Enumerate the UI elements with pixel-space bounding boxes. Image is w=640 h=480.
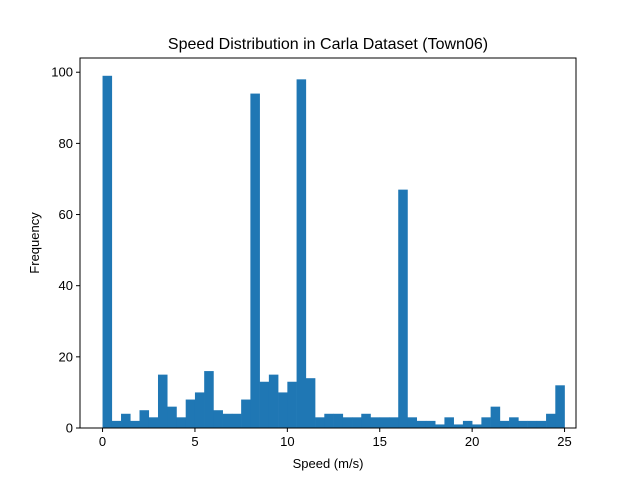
histogram-bar: [241, 399, 251, 428]
x-ticks-group: 0 5 10 15 20 25: [99, 428, 572, 449]
histogram-bar: [130, 420, 140, 428]
histogram-bar: [536, 420, 547, 428]
histogram-bar: [176, 417, 187, 428]
y-tick-label: 100: [51, 65, 73, 80]
histogram-bar: [509, 417, 519, 428]
x-tick-label: 20: [465, 434, 479, 449]
histogram-bar: [472, 424, 482, 428]
histogram-bar: [481, 417, 491, 428]
plot-frame: [79, 57, 577, 429]
histogram-bar: [416, 420, 427, 428]
histogram-bar: [444, 417, 454, 428]
x-tick-label: 25: [557, 434, 571, 449]
histogram-bar: [139, 410, 150, 428]
histogram-bar: [204, 371, 214, 428]
histogram-bar: [213, 410, 223, 428]
y-tick-label: 60: [59, 207, 73, 222]
histogram-bar: [148, 417, 159, 428]
x-tick-label: 5: [191, 434, 198, 449]
histogram-bar: [231, 413, 242, 428]
histogram-bar: [287, 381, 297, 428]
histogram-bar: [342, 417, 353, 428]
x-tick-label: 15: [373, 434, 387, 449]
histogram-bar: [490, 406, 501, 428]
histogram-bar: [379, 417, 390, 428]
histogram-bar: [518, 420, 528, 428]
y-tick-label: 40: [59, 278, 73, 293]
y-tick-label: 20: [59, 349, 73, 364]
histogram-bar: [185, 399, 196, 428]
histogram-bar: [398, 189, 408, 428]
histogram-bar: [296, 79, 307, 428]
histogram-bar: [259, 381, 270, 428]
histogram-bar: [407, 417, 418, 428]
histogram-bar: [111, 420, 122, 428]
histogram-bar: [555, 385, 565, 428]
x-axis-label: Speed (m/s): [293, 456, 364, 471]
x-tick-label: 0: [99, 434, 106, 449]
histogram-bar: [499, 420, 510, 428]
x-tick-label: 10: [280, 434, 294, 449]
y-ticks-group: 0 20 40 60 80 100: [51, 65, 80, 436]
histogram-bar: [370, 417, 381, 428]
histogram-bar: [194, 392, 205, 428]
histogram-bar: [425, 420, 436, 428]
histogram-bar: [388, 417, 399, 428]
histogram-bar: [121, 413, 131, 428]
histogram-bar: [546, 413, 556, 428]
histogram-bar: [268, 374, 279, 428]
histogram-bar: [361, 413, 371, 428]
histogram-bar: [250, 93, 260, 429]
histogram-bar: [324, 413, 334, 428]
bars-group: [102, 75, 565, 429]
histogram-bar: [157, 374, 168, 428]
histogram-bar: [222, 413, 233, 428]
y-axis-label: Frequency: [27, 212, 42, 274]
histogram-bar: [315, 417, 325, 428]
histogram-bar: [453, 424, 464, 428]
histogram-bar: [435, 424, 445, 428]
histogram-bar: [333, 413, 344, 428]
histogram-bar: [527, 420, 538, 428]
y-tick-label: 0: [66, 421, 73, 436]
y-tick-label: 80: [59, 136, 73, 151]
chart-title: Speed Distribution in Carla Dataset (Tow…: [168, 36, 488, 53]
histogram-bar: [278, 392, 288, 428]
histogram-bar: [102, 75, 113, 429]
histogram-bar: [462, 420, 473, 428]
histogram-bar: [352, 417, 362, 428]
histogram-bar: [167, 406, 177, 428]
histogram-bar: [305, 378, 316, 428]
